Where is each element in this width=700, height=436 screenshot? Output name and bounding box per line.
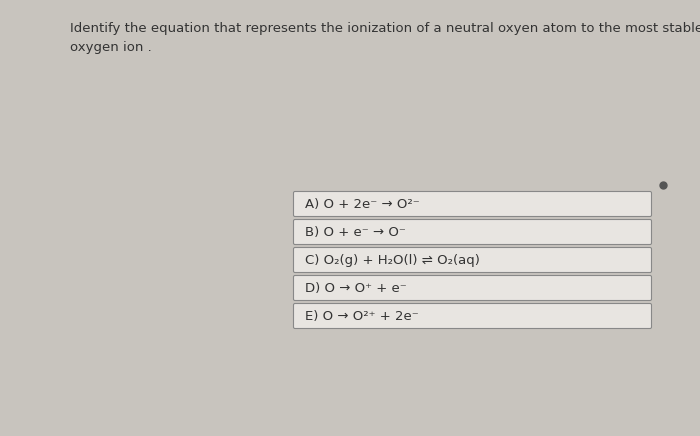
Text: C) O₂(g) + H₂O(l) ⇌ O₂(aq): C) O₂(g) + H₂O(l) ⇌ O₂(aq) <box>305 253 480 266</box>
Text: A) O + 2e⁻ → O²⁻: A) O + 2e⁻ → O²⁻ <box>305 198 420 211</box>
Text: E) O → O²⁺ + 2e⁻: E) O → O²⁺ + 2e⁻ <box>305 310 419 323</box>
FancyBboxPatch shape <box>293 248 652 272</box>
Text: Identify the equation that represents the ionization of a neutral oxyen atom to : Identify the equation that represents th… <box>70 22 700 54</box>
Text: D) O → O⁺ + e⁻: D) O → O⁺ + e⁻ <box>305 282 407 294</box>
FancyBboxPatch shape <box>293 303 652 328</box>
FancyBboxPatch shape <box>293 191 652 217</box>
FancyBboxPatch shape <box>293 276 652 300</box>
FancyBboxPatch shape <box>293 219 652 245</box>
Text: B) O + e⁻ → O⁻: B) O + e⁻ → O⁻ <box>305 225 406 238</box>
